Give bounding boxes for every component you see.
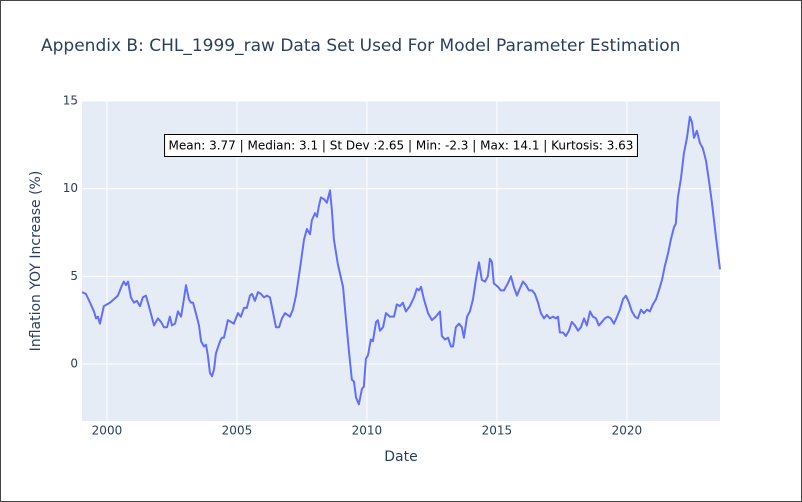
marks xyxy=(81,115,721,406)
annotation: Mean: 3.77 | Median: 3.1 | St Dev :2.65 … xyxy=(169,139,634,153)
y-tick-label: 0 xyxy=(70,357,78,371)
x-tick-label: 2020 xyxy=(612,424,643,438)
y-axis-label: Inflation YOY Increase (%) xyxy=(28,171,44,352)
annotation-box xyxy=(164,134,638,157)
x-tick-label: 2005 xyxy=(222,424,253,438)
y-tick-label: 15 xyxy=(63,94,78,108)
line xyxy=(81,115,721,406)
x-tick-label: 2015 xyxy=(482,424,513,438)
annotation-group: Mean: 3.77 | Median: 3.1 | St Dev :2.65 … xyxy=(164,134,638,157)
y-tick-label: 5 xyxy=(70,269,78,283)
x-axis-label: Date xyxy=(384,449,417,465)
chart-title: Appendix B: CHL_1999_raw Data Set Used F… xyxy=(41,36,680,56)
x-tick-label: 2010 xyxy=(352,424,383,438)
x-tick-label: 2000 xyxy=(92,424,123,438)
y-tick-label: 10 xyxy=(63,181,78,195)
